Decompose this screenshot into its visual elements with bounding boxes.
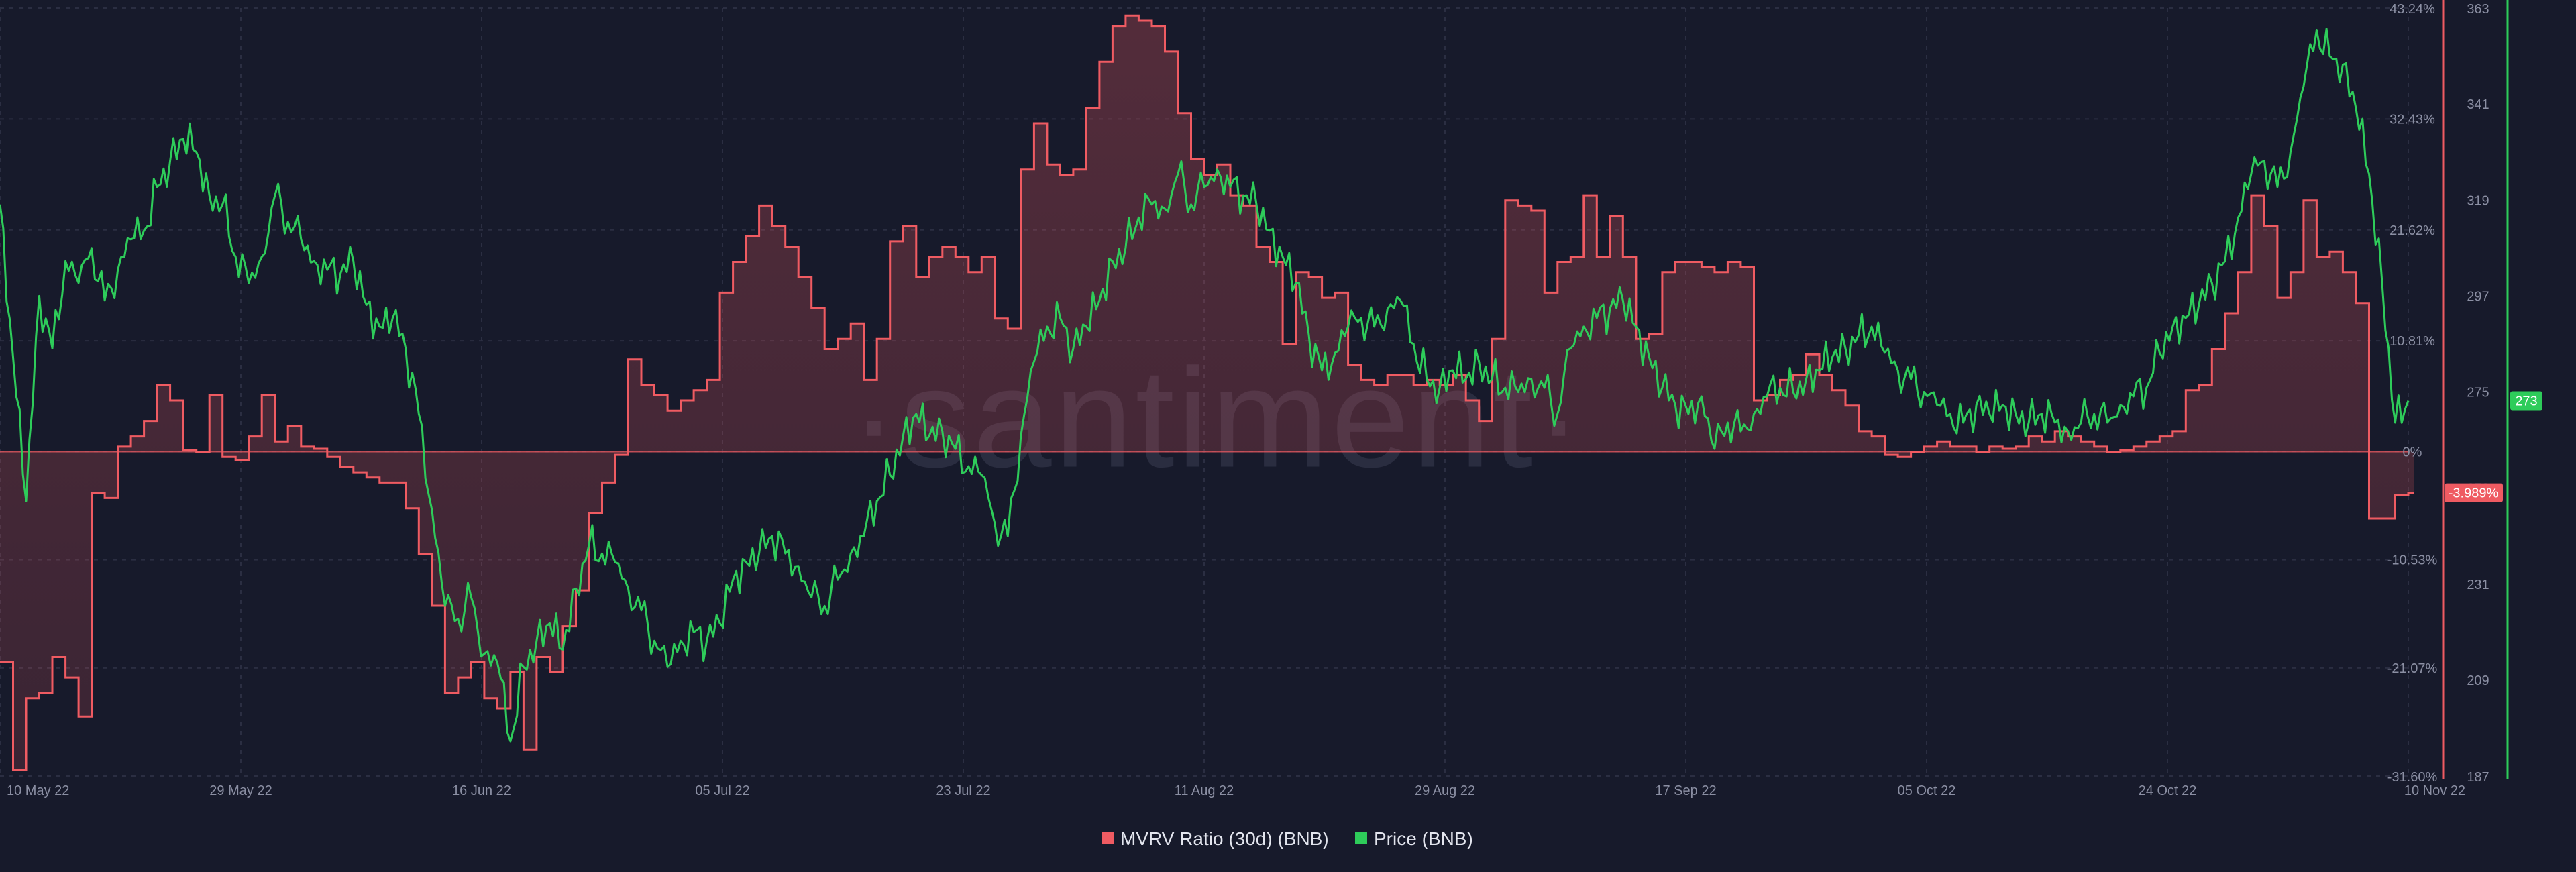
left-tick-label: 32.43%	[2390, 112, 2435, 127]
right-axis-ticks: 363341319297275253231209187	[2467, 2, 2489, 785]
x-tick-label: 17 Sep 22	[1655, 783, 1716, 798]
price-line	[0, 28, 2410, 743]
x-tick-label: 05 Oct 22	[1898, 783, 1956, 798]
x-tick-label: 11 Aug 22	[1175, 783, 1234, 798]
mvrv-last-value: -3.989%	[2449, 486, 2499, 501]
left-tick-label: -31.60%	[2387, 770, 2438, 785]
x-tick-label: 23 Jul 22	[936, 783, 990, 798]
axes	[2442, 0, 2509, 779]
right-tick-label: 363	[2467, 2, 2489, 17]
price-last-badge	[2510, 391, 2542, 411]
mvrv-area	[0, 15, 2414, 770]
legend[interactable]: MVRV Ratio (30d) (BNB) Price (BNB)	[1102, 828, 1473, 849]
left-axis-ticks: 43.24% 32.43% 21.62% 10.81% 0% -10.53% -21.07%…	[2387, 2, 2438, 785]
x-tick-label: 29 Aug 22	[1415, 783, 1475, 798]
right-tick-label: 297	[2467, 289, 2489, 304]
price-series	[0, 28, 2410, 743]
x-tick-label: 16 Jun 22	[452, 783, 511, 798]
last-value-badges: -3.989% 273	[2445, 391, 2542, 502]
x-axis-ticks: 10 May 22 29 May 22 16 Jun 22 05 Jul 22 23 J…	[7, 783, 2465, 798]
mvrv-line	[0, 14, 2414, 771]
right-tick-label: 319	[2467, 193, 2489, 208]
left-tick-label: 10.81%	[2390, 334, 2435, 349]
x-tick-label: 10 Nov 22	[2404, 783, 2465, 798]
legend-swatch-price	[1355, 832, 1367, 844]
x-tick-label: 05 Jul 22	[695, 783, 749, 798]
right-tick-label: 275	[2467, 386, 2489, 400]
right-tick-label: 231	[2467, 578, 2489, 592]
legend-swatch-mvrv	[1102, 832, 1114, 844]
mvrv-series	[0, 14, 2414, 771]
left-tick-label: -21.07%	[2387, 661, 2438, 676]
right-tick-label: 187	[2467, 770, 2489, 785]
x-tick-label: 10 May 22	[7, 783, 69, 798]
price-last-value: 273	[2515, 394, 2537, 409]
legend-label-price: Price (BNB)	[1374, 828, 1473, 849]
left-tick-label: 21.62%	[2390, 223, 2435, 238]
x-tick-label: 24 Oct 22	[2139, 783, 2197, 798]
x-tick-label: 29 May 22	[209, 783, 272, 798]
mvrv-last-badge	[2445, 483, 2503, 502]
left-tick-label: 0%	[2403, 445, 2422, 460]
left-tick-label: 43.24%	[2390, 2, 2435, 17]
left-tick-label: -10.53%	[2387, 553, 2438, 568]
legend-label-mvrv: MVRV Ratio (30d) (BNB)	[1120, 828, 1329, 849]
right-tick-label: 341	[2467, 97, 2489, 112]
right-tick-label: 209	[2467, 673, 2489, 688]
